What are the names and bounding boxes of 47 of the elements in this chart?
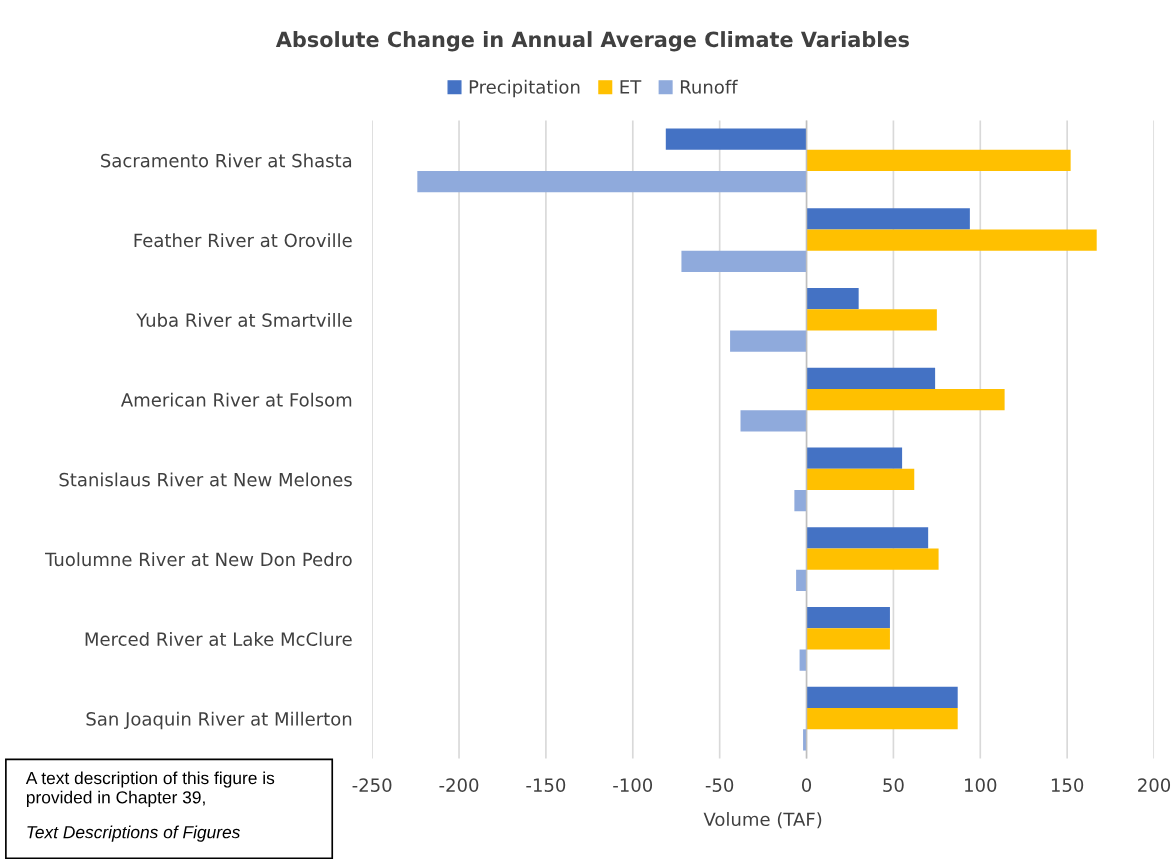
y-tick-label: Yuba River at Smartville <box>136 312 352 327</box>
x-tick-label: -250 <box>352 778 392 792</box>
legend-label: ET <box>620 80 642 94</box>
x-tick-label: 100 <box>965 778 997 792</box>
bar <box>796 569 807 592</box>
y-tick-label: San Joaquin River at Millerton <box>86 711 352 730</box>
bar <box>806 447 903 469</box>
bar <box>806 628 890 650</box>
x-tick-label: 150 <box>1051 778 1084 792</box>
bar <box>806 208 970 230</box>
bar <box>740 410 807 432</box>
text: A text description of this figure is provided in Chapter 39, <box>25 771 275 807</box>
y-tick-label: Sacramento River at Shasta <box>101 153 352 168</box>
bar <box>806 527 929 549</box>
bar <box>730 330 807 352</box>
bar <box>806 606 890 629</box>
text: Text Descriptions of Figures <box>27 825 241 842</box>
x-tick-label: -100 <box>613 778 653 792</box>
y-tick-label: Merced River at Lake McClure <box>85 632 352 646</box>
bar <box>806 686 958 708</box>
y-tick-label: Feather River at Oroville <box>134 233 352 248</box>
bar <box>806 548 939 570</box>
chart-title: Absolute Change in Annual Average Climate Variables <box>275 31 909 52</box>
bar <box>806 468 915 490</box>
bar <box>806 229 1097 251</box>
y-tick-label: American River at Folsom <box>120 392 352 407</box>
bar <box>806 287 859 310</box>
legend-label: Precipitation <box>469 79 580 98</box>
bar <box>806 309 937 331</box>
bar <box>806 367 936 389</box>
y-tick-label: Stanislaus River at New Melones <box>59 472 352 487</box>
x-tick-label: -150 <box>526 778 566 792</box>
x-tick-label: 200 <box>1138 778 1171 792</box>
bar <box>417 170 807 193</box>
x-tick-label: 50 <box>883 778 904 792</box>
x-tick-label: 0 <box>801 778 812 792</box>
bar <box>806 149 1071 171</box>
bar <box>806 388 1005 411</box>
bar <box>794 489 807 512</box>
bar <box>681 250 807 272</box>
bar <box>665 128 807 150</box>
bar <box>806 708 958 730</box>
x-axis-title: Volume (TAF) <box>703 812 822 829</box>
x-tick-label: -50 <box>705 778 734 792</box>
x-tick-label: -200 <box>439 778 479 792</box>
legend-label: Runoff <box>680 79 738 94</box>
y-tick-label: Tuolumne River at New Don Pedro <box>45 552 352 567</box>
